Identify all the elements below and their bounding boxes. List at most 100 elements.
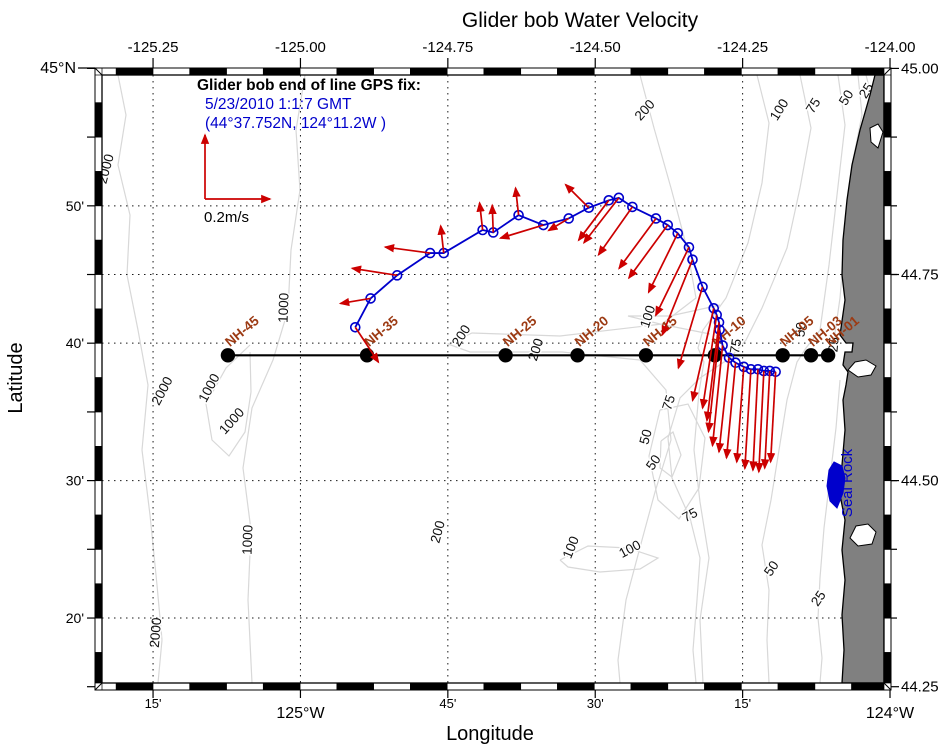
track-waypoint: [603, 195, 615, 206]
velocity-arrow: [338, 297, 371, 307]
left-axis-label: 45°N: [40, 60, 76, 77]
station-marker: [570, 348, 585, 363]
track-waypoint: [687, 254, 698, 265]
velocity-arrow: [564, 183, 590, 209]
track-waypoint: [708, 303, 720, 314]
svg-text:2000: 2000: [147, 617, 165, 648]
right-axis-label: 44.25: [901, 679, 939, 696]
velocity-arrow: [733, 366, 745, 464]
station-marker: [803, 348, 819, 363]
seal-rock-blob: [826, 461, 846, 509]
svg-text:50: 50: [636, 428, 654, 446]
scale-legend-label: 0.2m/s: [204, 209, 249, 226]
track-waypoint: [650, 213, 662, 224]
scale-legend: 0.2m/s: [200, 133, 272, 226]
top-axis-label: -124.25: [717, 39, 768, 56]
velocity-arrow: [618, 217, 657, 270]
axis-ticks: [78, 58, 899, 698]
velocity-arrow: [627, 224, 669, 280]
y-axis-title: Latitude: [5, 342, 27, 413]
coastline-land: Seal Rock: [826, 74, 885, 684]
svg-text:200: 200: [427, 519, 447, 545]
bottom-axis-label: 45': [439, 696, 456, 711]
velocity-arrow: [755, 370, 765, 474]
station-marker: [220, 348, 236, 363]
x-axis-title: Longitude: [446, 723, 534, 745]
velocity-arrow: [661, 259, 694, 337]
track-waypoint: [613, 192, 625, 204]
velocity-arrow: [476, 201, 485, 231]
velocity-arrow: [676, 286, 704, 370]
track-waypoint: [627, 201, 638, 213]
velocity-arrow: [690, 308, 715, 403]
svg-text:75: 75: [727, 338, 744, 355]
velocity-arrow: [597, 206, 634, 257]
left-axis-label: 20': [66, 610, 84, 626]
right-axis-label: 44.50: [901, 473, 939, 490]
track-waypoint: [662, 219, 674, 231]
velocity-arrow: [766, 371, 777, 464]
velocity-arrow: [741, 369, 752, 471]
chart-title: Glider bob Water Velocity: [462, 9, 699, 32]
top-axis-label: -124.50: [570, 39, 621, 56]
track-waypoint: [697, 281, 708, 293]
svg-text:50: 50: [792, 321, 808, 337]
right-axis-label: 45.00: [901, 60, 939, 77]
track-waypoint: [349, 321, 361, 333]
svg-text:75: 75: [659, 393, 678, 412]
bottom-axis-label: 125°W: [276, 705, 325, 722]
right-axis-label: 44.75: [901, 267, 939, 284]
velocity-arrow: [488, 203, 497, 233]
station-marker: [498, 348, 513, 363]
velocity-arrow: [749, 369, 759, 472]
velocity-arrow: [512, 186, 521, 216]
velocity-arrow: [715, 357, 730, 454]
gps-fix-datetime: 5/23/2010 1:1:7 GMT: [205, 96, 352, 113]
map-frame: [94, 67, 892, 691]
bottom-axis-label: 30': [587, 696, 604, 711]
velocity-arrow: [354, 326, 380, 364]
velocity-arrows: [338, 183, 777, 474]
gps-fix-annotation: Glider bob end of line GPS fix: 5/23/2010…: [197, 77, 421, 132]
top-axis-label: -125.25: [128, 39, 179, 56]
station-marker: [638, 348, 654, 363]
velocity-arrow: [723, 362, 737, 460]
station-marker: [359, 348, 375, 363]
velocity-arrow: [437, 224, 446, 254]
left-axis-label: 40': [66, 335, 84, 351]
velocity-arrow: [760, 370, 771, 470]
track-waypoint: [563, 213, 575, 224]
velocity-arrow: [703, 322, 720, 423]
gps-fix-coordinates: (44°37.752N, 124°11.2W ): [205, 115, 386, 132]
velocity-arrow: [647, 232, 679, 294]
track-waypoint: [672, 227, 684, 239]
velocity-arrow: [699, 314, 718, 410]
track-waypoint: [683, 242, 695, 253]
velocity-arrow: [350, 265, 398, 277]
top-axis-label: -125.00: [275, 39, 326, 56]
bottom-axis-label: 15': [145, 696, 162, 711]
gps-fix-heading: Glider bob end of line GPS fix:: [197, 77, 421, 94]
left-axis-label: 30': [66, 473, 84, 489]
axis-tick-labels: -125.25 -125.00 -124.75 -124.50 -124.25 -124.…: [40, 39, 938, 722]
velocity-arrow: [709, 345, 724, 448]
track-waypoint: [583, 202, 595, 214]
top-axis-label: -124.00: [865, 39, 916, 56]
svg-text:1000: 1000: [239, 525, 255, 556]
bathymetry-contours: [117, 74, 873, 684]
bottom-axis-label: 15': [734, 696, 751, 711]
velocity-arrow: [547, 217, 570, 232]
velocity-arrow: [383, 244, 431, 254]
top-axis-label: -124.75: [422, 39, 473, 56]
velocity-arrow: [655, 246, 690, 317]
bottom-axis-label: 124°W: [866, 705, 915, 722]
velocity-arrow: [705, 329, 721, 434]
station-marker: [775, 348, 790, 363]
left-axis-label: 50': [66, 198, 84, 214]
velocity-arrow: [498, 224, 544, 240]
seal-rock-label: Seal Rock: [839, 448, 856, 517]
ocean: [102, 75, 884, 683]
velocity-arrow: [582, 197, 620, 245]
